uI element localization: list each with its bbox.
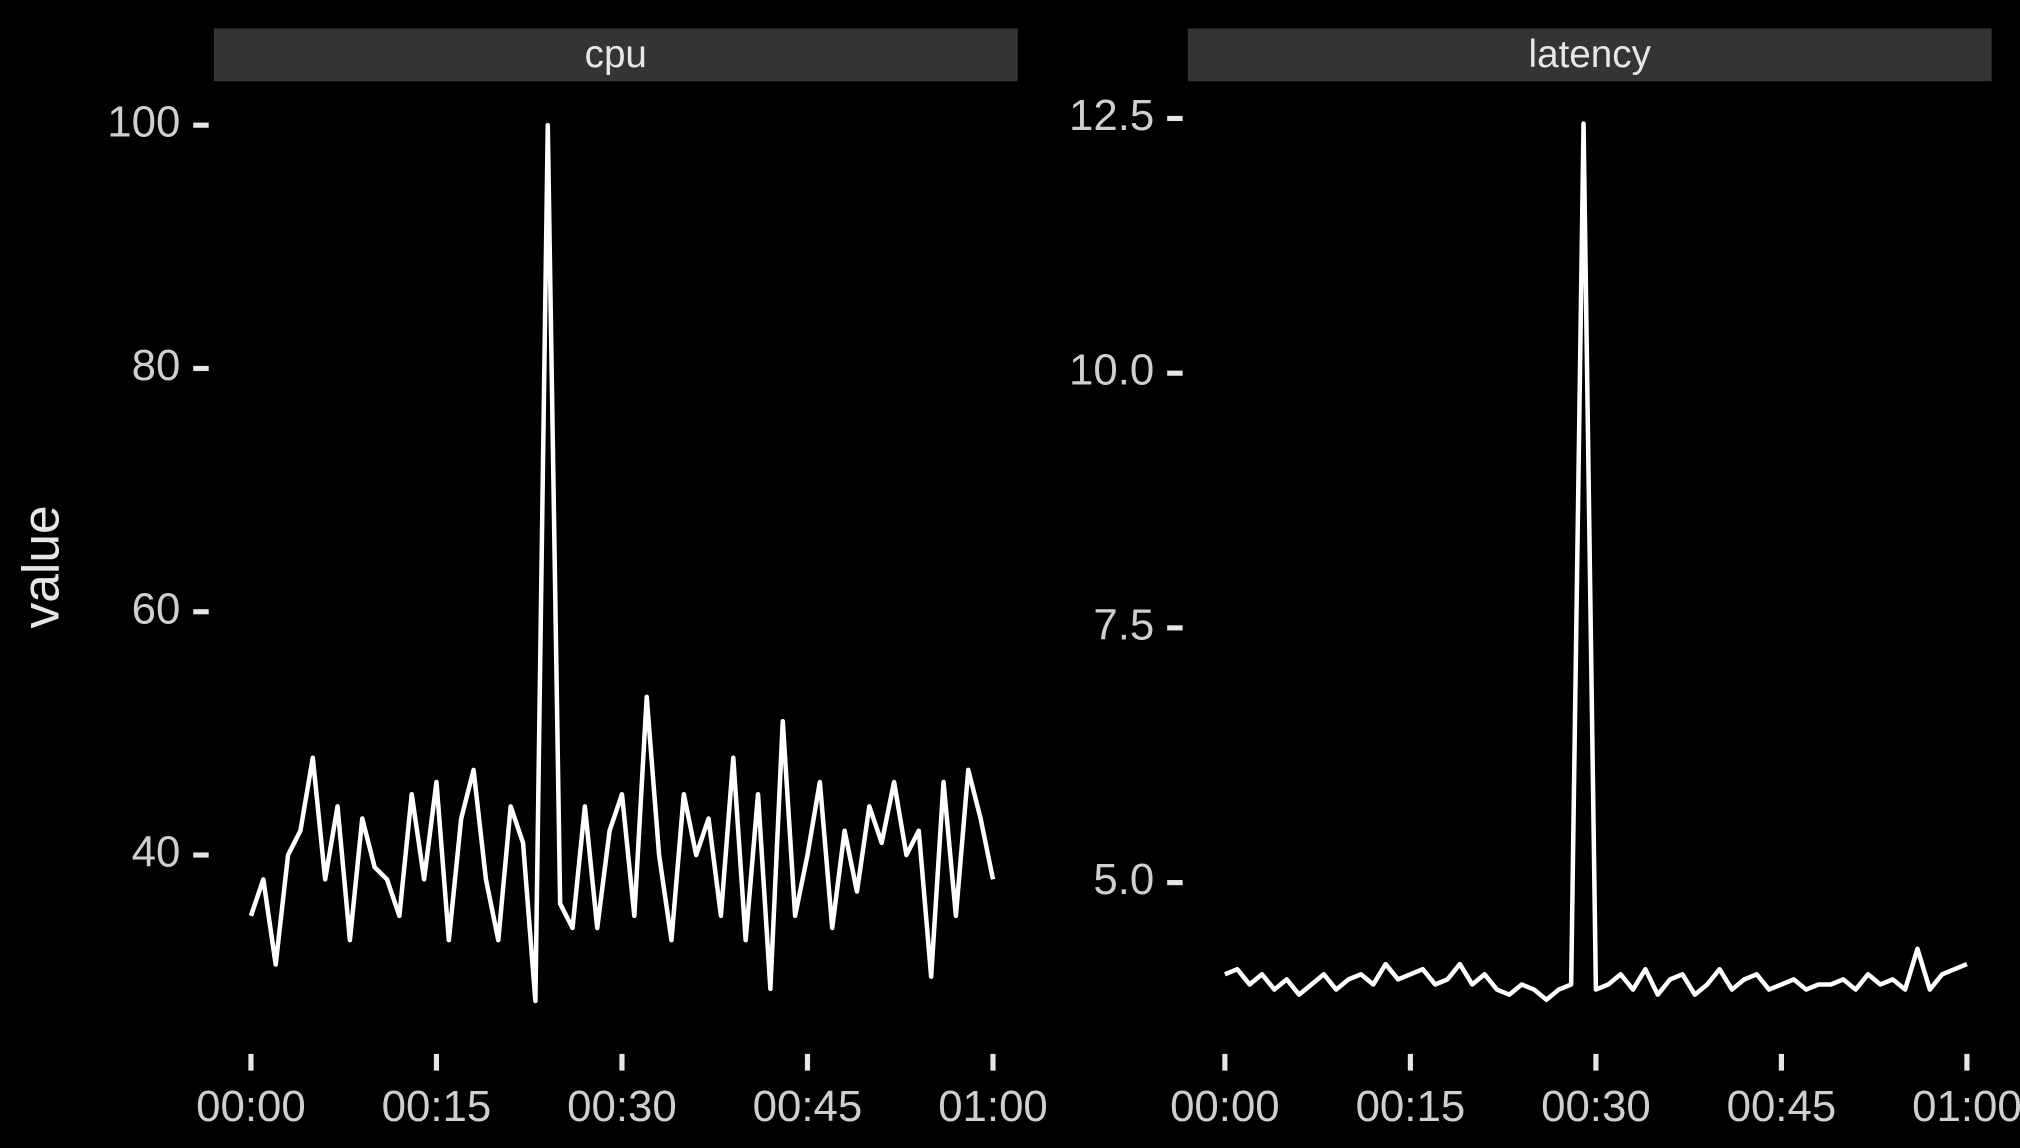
facet-title: latency <box>1529 33 1652 76</box>
data-line <box>248 122 996 1004</box>
x-tick-label: 01:00 <box>1912 1082 2020 1131</box>
y-tick-label: 5.0 <box>1093 855 1154 904</box>
y-tick-label: 7.5 <box>1093 600 1154 649</box>
facet-strip <box>213 28 1018 82</box>
y-tick-label: 12.5 <box>1069 91 1154 140</box>
x-tick-label: 00:00 <box>1170 1082 1280 1131</box>
x-tick-label: 00:45 <box>1727 1082 1837 1131</box>
y-tick-label: 10.0 <box>1069 346 1154 395</box>
facet-strip <box>1187 28 1992 82</box>
x-tick-label: 00:30 <box>567 1082 677 1131</box>
x-tick-label: 00:15 <box>382 1082 492 1131</box>
y-axis-label: value <box>12 505 70 628</box>
x-tick-label: 00:45 <box>753 1082 863 1131</box>
x-tick-label: 00:00 <box>196 1082 306 1131</box>
x-tick-label: 01:00 <box>938 1082 1048 1131</box>
y-tick-label: 40 <box>132 828 181 877</box>
facet-title: cpu <box>585 33 647 76</box>
y-tick-label: 60 <box>132 584 181 633</box>
y-tick-label: 80 <box>132 341 181 390</box>
y-tick-label: 100 <box>107 98 180 147</box>
x-tick-label: 00:30 <box>1541 1082 1651 1131</box>
data-line <box>1224 121 1968 1003</box>
x-tick-label: 00:15 <box>1356 1082 1466 1131</box>
